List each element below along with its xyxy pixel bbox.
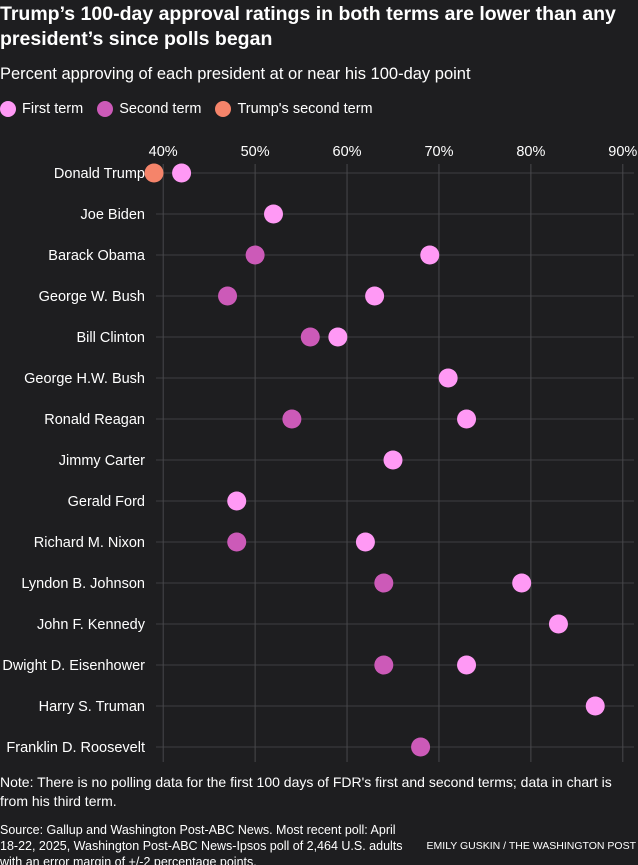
category-label-donald-trump: Donald Trump: [54, 166, 145, 182]
dot-trump-s-second-term-donald-trump: [144, 163, 164, 183]
legend: First term Second term Trump's second te…: [0, 99, 387, 119]
dot-second-term-barack-obama: [245, 245, 265, 265]
dot-first-term-john-f-kennedy: [548, 614, 568, 634]
legend-swatch-first-term: [0, 101, 16, 117]
dot-first-term-joe-biden: [264, 204, 283, 224]
dot-plot: 40% 50% 60% 70% 80% 90% Donald Trump Joe Biden B…: [2, 144, 637, 762]
dot-second-term-dwight-d-eisenhower: [374, 655, 394, 675]
category-label-george-h-w-bush: George H.W. Bush: [24, 371, 145, 387]
legend-swatch-trump-second-term: [215, 101, 232, 117]
dot-first-term-bill-clinton: [328, 327, 348, 347]
category-label-franklin-d-roosevelt: Franklin D. Roosevelt: [6, 740, 145, 756]
dot-second-term-ronald-reagan: [282, 409, 302, 429]
dot-second-term-richard-m-nixon: [227, 532, 247, 552]
dot-second-term-george-w-bush: [218, 286, 238, 306]
x-tick-label-40: 40%: [149, 144, 178, 160]
dot-first-term-dwight-d-eisenhower: [457, 655, 477, 675]
category-label-richard-m-nixon: Richard M. Nixon: [34, 535, 145, 551]
chart-source: Source: Gallup and Washington Post-ABC N…: [0, 823, 403, 865]
dot-first-term-george-w-bush: [365, 286, 385, 306]
x-tick-label-60: 60%: [333, 144, 362, 160]
category-label-lyndon-b-johnson: Lyndon B. Johnson: [21, 576, 145, 592]
dot-first-term-ronald-reagan: [457, 409, 477, 429]
category-label-jimmy-carter: Jimmy Carter: [59, 453, 145, 469]
chart-credit: EMILY GUSKIN / THE WASHINGTON POST: [426, 840, 636, 852]
dot-first-term-harry-s-truman: [585, 696, 605, 716]
legend-swatch-second-term: [97, 101, 114, 117]
dot-first-term-richard-m-nixon: [355, 532, 375, 552]
dot-first-term-lyndon-b-johnson: [512, 573, 532, 593]
legend-item-second-term: Second term: [97, 101, 201, 117]
dot-second-term-franklin-d-roosevelt: [411, 737, 431, 757]
legend-item-trump-second-term: Trump's second term: [215, 101, 373, 117]
dot-second-term-lyndon-b-johnson: [374, 573, 394, 593]
x-tick-label-70: 70%: [424, 144, 453, 160]
dot-first-term-donald-trump: [172, 163, 192, 183]
x-tick-label-80: 80%: [516, 144, 545, 160]
dot-first-term-barack-obama: [420, 245, 440, 265]
category-label-john-f-kennedy: John F. Kennedy: [37, 617, 146, 633]
category-label-gerald-ford: Gerald Ford: [68, 494, 145, 510]
chart-note: Note: There is no polling data for the f…: [0, 774, 612, 809]
chart-subtitle: Percent approving of each president at o…: [0, 65, 471, 83]
legend-item-first-term: First term: [0, 101, 83, 117]
category-label-george-w-bush: George W. Bush: [39, 289, 145, 305]
category-label-bill-clinton: Bill Clinton: [77, 330, 146, 346]
dot-first-term-jimmy-carter: [383, 450, 403, 470]
category-label-harry-s-truman: Harry S. Truman: [39, 699, 145, 715]
dot-first-term-gerald-ford: [227, 491, 247, 511]
x-tick-label-50: 50%: [241, 144, 270, 160]
legend-label-second-term: Second term: [119, 101, 202, 117]
dot-first-term-george-h-w-bush: [438, 368, 458, 388]
dot-second-term-bill-clinton: [300, 327, 320, 347]
category-label-dwight-d-eisenhower: Dwight D. Eisenhower: [2, 658, 145, 674]
chart-title: Trump’s 100-day approval ratings in both…: [0, 3, 616, 50]
category-label-ronald-reagan: Ronald Reagan: [44, 412, 145, 428]
legend-label-trump-second-term: Trump's second term: [237, 101, 373, 117]
category-label-barack-obama: Barack Obama: [48, 248, 146, 264]
x-tick-label-90: 90%: [608, 144, 637, 160]
category-label-joe-biden: Joe Biden: [81, 207, 146, 223]
legend-label-first-term: First term: [22, 101, 84, 117]
